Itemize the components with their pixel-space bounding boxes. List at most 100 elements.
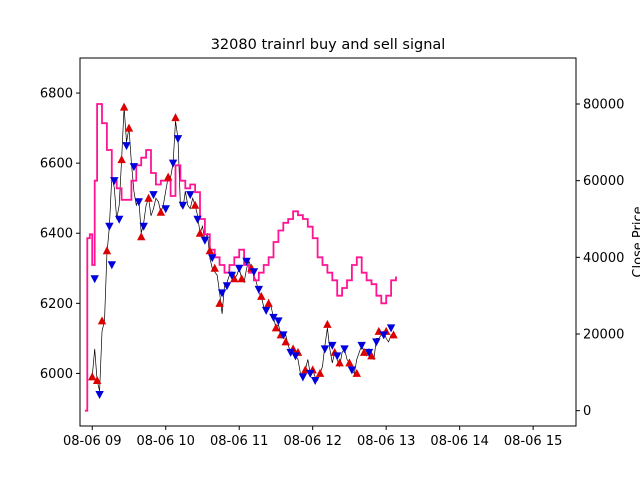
sell-signal-marker [122,142,131,151]
buy-signal-marker [271,323,281,332]
plot-frame [79,57,577,427]
x-tick-label: 08-06 14 [430,434,488,449]
sell-signal-marker [107,261,117,270]
sell-signal-marker [139,222,148,231]
sell-signal-marker [235,264,244,273]
sell-signal-marker [208,254,217,263]
sell-signal-marker [357,341,366,350]
buy-signal-marker [97,316,107,325]
buy-signal-marker [88,372,97,381]
axes: 08-06 09 08-06 10 08-06 11 08-06 12 08-06 13… [40,57,640,449]
sell-signal-marker [274,317,283,326]
sell-signal-marker [306,369,315,378]
y-right-tick-label: 20000 [583,328,624,343]
sell-signal-marker [298,373,308,382]
buy-signal-marker [205,246,215,255]
buy-signal-marker [345,358,354,367]
sell-signal-marker [227,271,237,280]
y-right-tick-label: 40000 [583,251,624,266]
sell-signal-marker [161,205,170,214]
sell-signal-marker [340,345,349,354]
buy-signal-marker [102,246,112,255]
sell-signal-marker [269,313,278,322]
plot-area [84,102,398,412]
buy-signal-marker [144,193,153,202]
x-tick-label: 08-06 11 [210,434,268,449]
sell-signal-marker [129,163,139,172]
sell-signal-marker [178,201,188,210]
sell-signal-marker [254,285,264,294]
buy-signal-marker [281,337,290,346]
y-left-tick-label: 6800 [40,87,73,102]
sell-signal-marker [90,275,99,284]
buy-signal-marker [163,172,173,181]
sell-signal-marker [222,282,232,291]
sell-signal-marker [217,289,227,298]
y-left-tick-label: 6200 [40,297,73,312]
sell-signal-marker [332,352,342,361]
buy-signal-marker [359,347,369,356]
buy-signal-marker [195,228,205,237]
buy-signal-marker [315,368,325,377]
y-left-tick-label: 6000 [40,367,73,382]
buy-signal-marker [156,207,166,216]
sell-signal-marker [261,306,271,315]
buy-signal-marker [257,291,266,300]
sell-signal-marker [364,348,374,357]
sell-signal-marker [110,177,119,186]
y-right-tick-label: 80000 [583,98,624,113]
sell-signal-marker [200,236,210,245]
x-tick-label: 08-06 10 [137,434,195,449]
x-tick-label: 08-06 09 [63,434,121,449]
buy-signal-marker [264,298,273,307]
y-right-tick-label: 0 [583,404,591,419]
buy-signal-marker [335,358,344,367]
buy-signal-marker [92,375,102,384]
buy-signal-marker [171,113,180,122]
x-tick-label: 08-06 12 [283,434,341,449]
sell-signal-marker [149,191,158,200]
x-tick-label: 08-06 15 [504,434,562,449]
buy-signal-marker [389,330,398,339]
sell-signal-marker [193,215,202,224]
buy-signal-marker [210,263,219,272]
secondary-series-line [84,103,397,412]
buy-signal-marker [237,274,246,283]
y-left-tick-label: 6400 [40,227,73,242]
sell-signal-marker [242,257,251,266]
sell-signal-marker [386,324,396,333]
sell-signal-marker [372,338,381,347]
buy-signal-marker [124,123,134,132]
y-right-axis-label: Close Price [631,206,640,277]
y-right-tick-label: 60000 [583,174,624,189]
buy-signal-marker [137,232,146,241]
sell-signal-marker [310,376,320,385]
sell-signal-marker [347,366,357,375]
sell-signal-marker [134,198,143,207]
buy-signal-marker [367,351,376,360]
sell-signal-marker [186,191,195,200]
sell-signal-marker [291,352,300,361]
sell-signal-marker [279,331,288,340]
sell-signal-marker [168,159,178,168]
buy-signal-marker [352,368,361,377]
buy-signal-marker [230,274,239,283]
sell-signal-marker [95,390,104,399]
sell-signal-marker [328,341,337,350]
buy-signal-marker [215,298,224,307]
y-left-tick-label: 6600 [40,157,73,172]
sell-signal-marker [379,331,388,340]
sell-signal-marker [173,135,183,144]
chart-title: 32080 trainrl buy and sell signal [211,37,446,53]
buy-signal-marker [117,155,126,164]
sell-signal-marker [249,268,259,277]
sell-signal-marker [105,222,114,231]
sell-signal-marker [114,215,124,224]
buy-signal-marker [190,200,200,209]
x-tick-label: 08-06 13 [357,434,415,449]
buy-signal-marker [119,102,129,111]
sell-signal-marker [286,348,295,357]
sell-signal-marker [320,345,330,354]
